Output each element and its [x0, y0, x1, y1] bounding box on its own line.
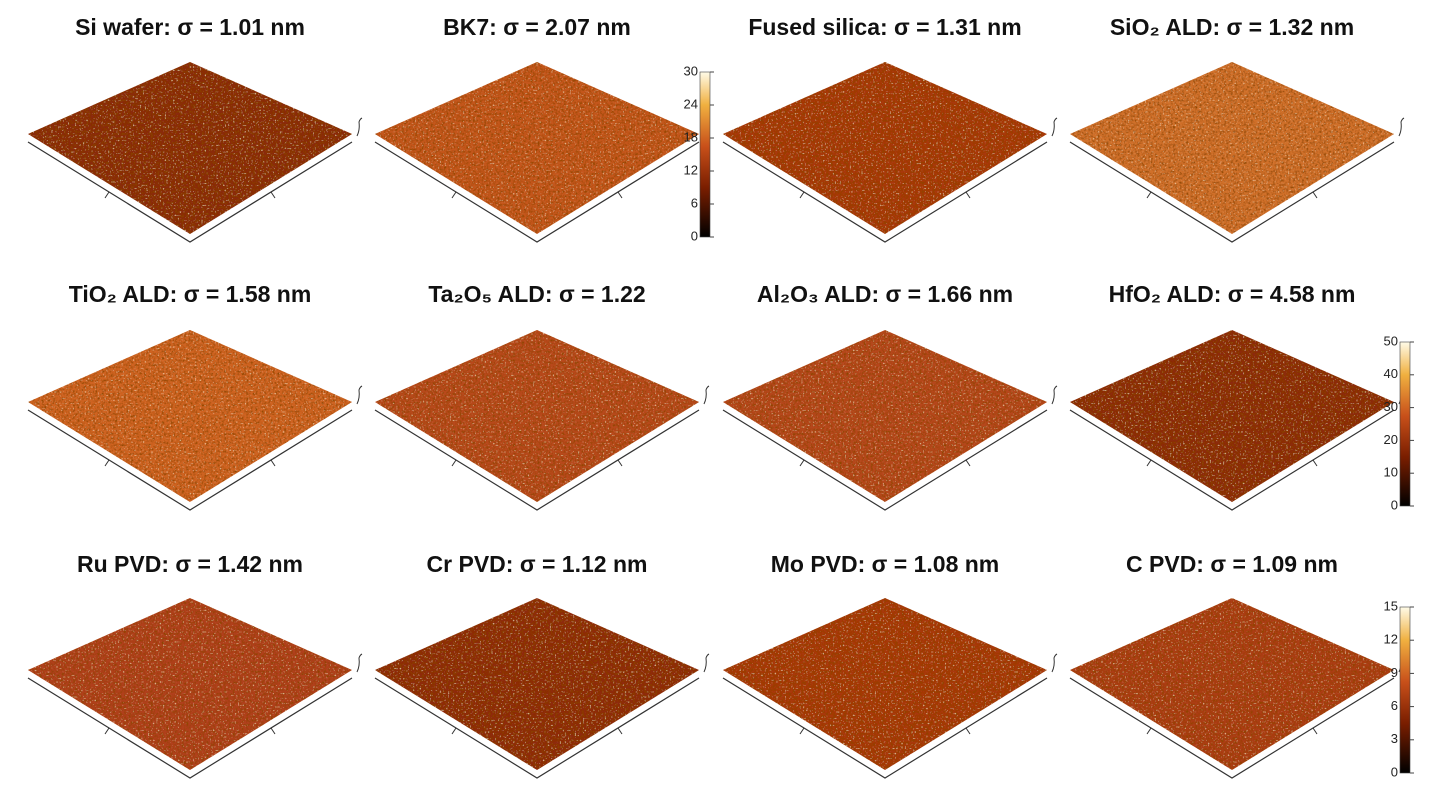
colorbar-tick-label: 20 [1384, 432, 1398, 447]
axis-tick [104, 459, 110, 467]
axis-tick [965, 191, 971, 199]
z-axis [356, 653, 363, 673]
surface [28, 62, 352, 234]
axis-tick [1312, 459, 1318, 467]
axis-tick [799, 727, 805, 735]
axis [1069, 409, 1395, 511]
axis [374, 409, 700, 511]
panel-title: Fused silica: σ = 1.31 nm [748, 14, 1021, 40]
axis-tick [451, 191, 457, 199]
panel-title: Ta₂O₅ ALD: σ = 1.22 [428, 281, 645, 307]
axis-tick [104, 191, 110, 199]
axis [722, 677, 1048, 779]
surface [1070, 330, 1394, 502]
axis-tick [1312, 191, 1318, 199]
axis-tick [270, 191, 276, 199]
surface [28, 330, 352, 502]
z-axis [356, 385, 363, 405]
colorbar-tick-label: 50 [1384, 333, 1398, 348]
z-axis [1051, 117, 1058, 137]
panel-title: C PVD: σ = 1.09 nm [1126, 551, 1338, 577]
axis-tick [799, 191, 805, 199]
surface [375, 62, 699, 234]
colorbar-tick-label: 30 [684, 63, 698, 78]
colorbar-tick-label: 6 [691, 195, 698, 210]
axis [722, 141, 1048, 243]
axis [374, 141, 700, 243]
axis-tick [1312, 727, 1318, 735]
colorbar-tick-label: 0 [1391, 497, 1398, 512]
panel-title: HfO₂ ALD: σ = 4.58 nm [1109, 281, 1356, 307]
colorbar-tick-label: 18 [684, 129, 698, 144]
surface [1070, 62, 1394, 234]
colorbar-tick-label: 0 [1391, 764, 1398, 779]
surface [375, 330, 699, 502]
colorbar-tick-label: 6 [1391, 698, 1398, 713]
axis [374, 677, 700, 779]
axis-tick [965, 727, 971, 735]
colorbar-tick-label: 40 [1384, 366, 1398, 381]
axis [1069, 677, 1395, 779]
surface [375, 598, 699, 770]
panel-title: Al₂O₃ ALD: σ = 1.66 nm [757, 281, 1013, 307]
panel-title: Cr PVD: σ = 1.12 nm [427, 551, 648, 577]
colorbar [1399, 341, 1411, 507]
z-axis [1051, 385, 1058, 405]
z-axis [1398, 117, 1405, 137]
axis-tick [965, 459, 971, 467]
axis-tick [617, 191, 623, 199]
surface [1070, 598, 1394, 770]
axis-tick [451, 727, 457, 735]
axis-tick [451, 459, 457, 467]
axis [722, 409, 1048, 511]
axis [27, 677, 353, 779]
surface [723, 598, 1047, 770]
colorbar-tick-label: 30 [1384, 399, 1398, 414]
panel-title: Mo PVD: σ = 1.08 nm [771, 551, 1000, 577]
axis [1069, 141, 1395, 243]
panel-title: Ru PVD: σ = 1.42 nm [77, 551, 303, 577]
colorbar-tick-label: 10 [1384, 465, 1398, 480]
panel-title: BK7: σ = 2.07 nm [443, 14, 631, 40]
colorbar-tick-label: 0 [691, 228, 698, 243]
z-axis [1051, 653, 1058, 673]
surface [723, 330, 1047, 502]
panel-title: TiO₂ ALD: σ = 1.58 nm [69, 281, 312, 307]
axis-tick [617, 727, 623, 735]
colorbar [699, 71, 711, 238]
colorbar-tick-label: 24 [684, 96, 698, 111]
axis-tick [270, 727, 276, 735]
z-axis [356, 117, 363, 137]
colorbar [1399, 606, 1411, 774]
panel-title: Si wafer: σ = 1.01 nm [75, 14, 305, 40]
axis-tick [1146, 191, 1152, 199]
axis-tick [617, 459, 623, 467]
axis-tick [1146, 459, 1152, 467]
axis-tick [799, 459, 805, 467]
surface [723, 62, 1047, 234]
panel-title: SiO₂ ALD: σ = 1.32 nm [1110, 14, 1354, 40]
axis-tick [270, 459, 276, 467]
axis [27, 141, 353, 243]
colorbar-tick-label: 9 [1391, 665, 1398, 680]
axis-tick [1146, 727, 1152, 735]
colorbar-tick-label: 12 [684, 162, 698, 177]
z-axis [703, 385, 710, 405]
colorbar-tick-label: 12 [1384, 632, 1398, 647]
axis-tick [104, 727, 110, 735]
surface [28, 598, 352, 770]
colorbar-tick-label: 15 [1384, 598, 1398, 613]
z-axis [703, 653, 710, 673]
axis [27, 409, 353, 511]
colorbar-tick-label: 3 [1391, 731, 1398, 746]
